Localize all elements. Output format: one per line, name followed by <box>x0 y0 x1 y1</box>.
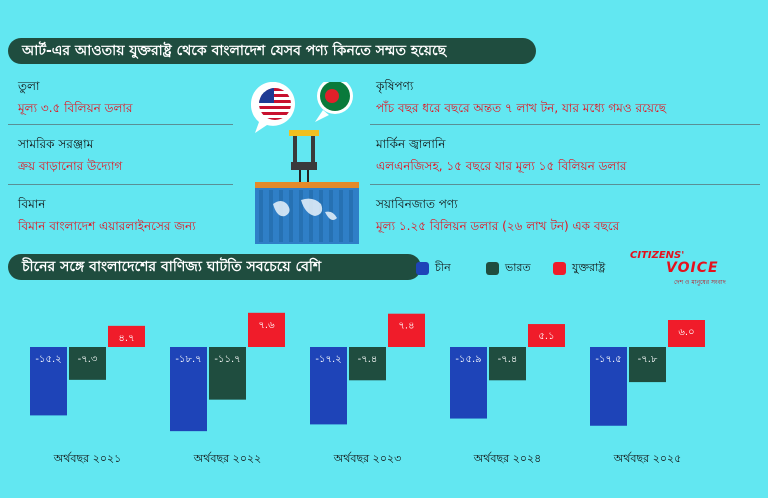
bar-value-label: -১৫.২ <box>35 354 61 365</box>
bangladesh-flag-bubble-icon <box>315 82 353 122</box>
bar-value-label: -১৭.৫ <box>595 354 621 365</box>
item-agri: কৃষিপণ্য পাঁচ বছর ধরে বছরে অন্তত ৭ লাখ ট… <box>376 78 756 116</box>
item-soy: সয়াবিনজাত পণ্য মূল্য ১.২৫ বিলিয়ন ডলার … <box>376 196 756 234</box>
divider <box>370 184 760 185</box>
brand-line2: VOICE <box>666 260 719 276</box>
legend-swatch <box>553 262 566 275</box>
chart-title: চীনের সঙ্গে বাংলাদেশের বাণিজ্য ঘাটতি সবচ… <box>22 259 322 275</box>
item-value: মূল্য ৩.৫ বিলিয়ন ডলার <box>18 101 133 115</box>
item-value: এলএনজিসহ, ১৫ বছরে যার মূল্য ১৫ বিলিয়ন ড… <box>376 159 627 173</box>
bar-value-label: ৭.৬ <box>258 320 275 331</box>
divider <box>370 124 760 125</box>
item-heading: বিমান <box>18 197 46 211</box>
legend-label: যুক্তরাষ্ট্র <box>572 261 606 274</box>
item-value: বিমান বাংলাদেশ এয়ারলাইনসের জন্য <box>18 219 196 233</box>
bar <box>248 312 285 347</box>
bar <box>629 347 666 383</box>
usa-flag-bubble-icon <box>250 82 295 133</box>
item-military: সামরিক সরঞ্জাম ক্রয় বাড়ানোর উদ্যোগ <box>18 136 238 174</box>
legend-china: চীন <box>416 259 451 278</box>
trade-deficit-chart: -১৫.২ -৭.৩ ৪.৭ অর্থবছর ২০২১ -১৮.৭ -১১.৭ ৭.৬ অর্… <box>30 312 705 465</box>
item-value: মূল্য ১.২৫ বিলিয়ন ডলার (২৬ লাখ টন) এক ব… <box>376 219 620 233</box>
item-energy: মার্কিন জ্বালানি এলএনজিসহ, ১৫ বছরে যার ম… <box>376 136 756 174</box>
bar-value-label: -৭.৩ <box>78 354 98 365</box>
legend-india: ভারত <box>486 259 531 278</box>
category-label: অর্থবছর ২০২৪ <box>473 452 542 465</box>
item-aircraft: বিমান বিমান বাংলাদেশ এয়ারলাইনসের জন্য <box>18 196 258 234</box>
bar <box>528 324 565 347</box>
legend-swatch <box>486 262 499 275</box>
category-label: অর্থবছর ২০২৩ <box>333 452 402 465</box>
bar <box>668 320 705 347</box>
bar-value-label: -৭.৮ <box>638 354 658 365</box>
bar-value-label: ৫.১ <box>538 331 554 342</box>
citizens-voice-logo: CITIZENS' VOICE দেশ ও মানুষের সংবাদ <box>626 250 736 286</box>
item-heading: সামরিক সরঞ্জাম <box>18 137 94 151</box>
bar-value-label: ৪.৭ <box>118 333 134 344</box>
header-banner: আর্ট-এর আওতায় যুক্তরাষ্ট্র থেকে বাংলাদে… <box>8 38 536 64</box>
item-value: ক্রয় বাড়ানোর উদ্যোগ <box>18 159 123 173</box>
bar-value-label: ৬.০ <box>678 327 694 338</box>
item-value: পাঁচ বছর ধরে বছরে অন্তত ৭ লাখ টন, যার মধ… <box>376 101 667 115</box>
category-label: অর্থবছর ২০২২ <box>193 452 262 465</box>
crane-container-icon <box>255 130 359 244</box>
bar <box>170 347 207 432</box>
bar <box>310 347 347 425</box>
category-label: অর্থবছর ২০২১ <box>53 452 122 465</box>
item-cotton: তুলা মূল্য ৩.৫ বিলিয়ন ডলার <box>18 78 238 116</box>
legend-swatch <box>416 262 429 275</box>
item-heading: সয়াবিনজাত পণ্য <box>376 197 458 211</box>
bar <box>30 347 67 416</box>
divider <box>8 184 233 185</box>
bar <box>388 313 425 347</box>
bar-value-label: -৭.৪ <box>358 354 378 365</box>
bar <box>209 347 246 400</box>
legend-usa: যুক্তরাষ্ট্র <box>553 259 605 278</box>
bar-value-label: -১৫.৯ <box>455 354 481 365</box>
bar <box>69 347 106 380</box>
chart-title-banner: চীনের সঙ্গে বাংলাদেশের বাণিজ্য ঘাটতি সবচ… <box>8 254 421 280</box>
brand-line1: CITIZENS' <box>630 250 685 261</box>
bar <box>108 325 145 347</box>
legend-label: চীন <box>435 261 451 274</box>
legend-label: ভারত <box>505 261 531 274</box>
item-heading: কৃষিপণ্য <box>376 79 414 93</box>
category-label: অর্থবছর ২০২৫ <box>613 452 682 465</box>
bar <box>489 347 526 381</box>
bar <box>590 347 627 426</box>
divider <box>8 124 233 125</box>
trade-illustration <box>250 82 359 244</box>
header-title: আর্ট-এর আওতায় যুক্তরাষ্ট্র থেকে বাংলাদে… <box>22 43 447 59</box>
bar <box>349 347 386 381</box>
bar-value-label: -১৭.২ <box>315 354 341 365</box>
bar-value-label: -১১.৭ <box>214 354 240 365</box>
item-heading: তুলা <box>18 79 40 93</box>
bar-value-label: ৭.৪ <box>398 321 414 332</box>
brand-tagline: দেশ ও মানুষের সংবাদ <box>674 279 726 286</box>
bar-value-label: -১৮.৭ <box>175 354 201 365</box>
bar <box>450 347 487 419</box>
bar-value-label: -৭.৪ <box>498 354 518 365</box>
item-heading: মার্কিন জ্বালানি <box>376 137 446 151</box>
